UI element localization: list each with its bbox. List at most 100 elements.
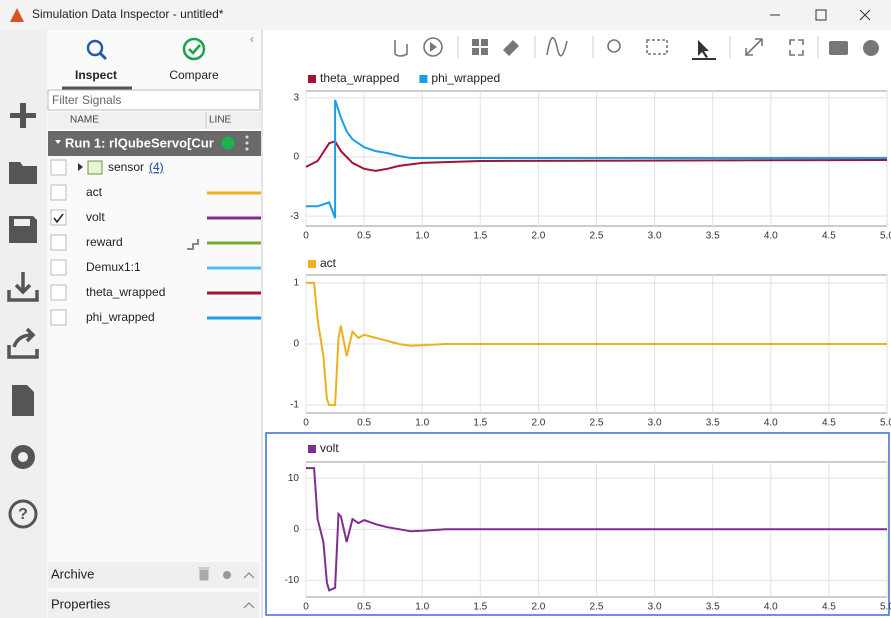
layout-tool[interactable] — [472, 39, 488, 55]
compare-check — [188, 44, 201, 55]
x-tick-label: 0.5 — [357, 231, 371, 242]
y-tick-label: 10 — [288, 473, 300, 484]
pan-tool[interactable] — [394, 40, 408, 57]
filter-box[interactable] — [47, 89, 261, 111]
import-button[interactable] — [7, 272, 39, 302]
x-tick-label: 3.0 — [648, 231, 662, 242]
cursor-tool[interactable] — [546, 37, 568, 57]
x-tick-label: 4.5 — [822, 231, 836, 242]
y-tick-label: -3 — [290, 211, 299, 222]
snapshot-tool[interactable] — [829, 41, 848, 55]
y-tick-label: 0 — [293, 524, 299, 535]
signal-checkbox[interactable] — [50, 234, 67, 251]
select-tool[interactable] — [698, 40, 709, 58]
x-tick-label: 0 — [303, 231, 309, 242]
series-line — [305, 140, 888, 172]
inspect-icon — [86, 39, 104, 57]
signal-checkbox[interactable] — [50, 209, 67, 226]
signal-checkbox[interactable] — [50, 309, 67, 326]
name-column: NAME — [70, 115, 99, 126]
toolbar — [394, 36, 879, 60]
open-button[interactable] — [9, 162, 37, 184]
x-tick-label: 4.0 — [764, 602, 778, 613]
column-header — [48, 112, 261, 129]
x-tick-label: 2.5 — [590, 602, 604, 613]
fit-tool[interactable] — [745, 38, 763, 56]
filter-placeholder: Filter Signals — [52, 93, 121, 107]
group-expander — [78, 163, 83, 171]
report-button[interactable] — [12, 385, 34, 416]
x-tick-label: 1.0 — [415, 418, 429, 429]
legend-swatch — [419, 75, 428, 83]
x-tick-label: 5.0 — [880, 418, 891, 429]
x-tick-label: 1.5 — [473, 418, 487, 429]
run-expander — [55, 140, 61, 144]
legend-label: act — [320, 256, 337, 270]
series-line — [306, 99, 887, 219]
signal-name[interactable]: Demux1:1 — [86, 260, 141, 274]
line-column: LINE — [209, 115, 232, 126]
archive-delete[interactable] — [198, 567, 210, 581]
group-count[interactable]: (4) — [149, 160, 164, 174]
x-tick-label: 0 — [303, 602, 309, 613]
properties-label[interactable]: Properties — [51, 596, 111, 611]
title-bar — [0, 0, 891, 30]
x-tick-label: 3.5 — [706, 602, 720, 613]
inspect-icon-handle — [98, 51, 108, 61]
compare-tab[interactable]: Compare — [169, 68, 219, 82]
collapse-button[interactable]: ‹ — [250, 32, 254, 46]
maximize-button[interactable] — [815, 9, 827, 21]
selected-plot-border — [265, 432, 890, 616]
x-tick-label: 1.0 — [415, 231, 429, 242]
legend-label: theta_wrapped — [320, 71, 399, 85]
group-name[interactable]: sensor — [108, 160, 144, 174]
signal-name[interactable]: theta_wrapped — [86, 285, 165, 299]
replay-tool[interactable] — [423, 37, 443, 57]
check-mark — [53, 213, 64, 224]
help-button[interactable] — [8, 499, 38, 529]
group-checkbox[interactable] — [50, 159, 67, 176]
zoom-box-tool[interactable] — [646, 39, 668, 55]
legend-label: volt — [320, 441, 339, 455]
zoom-tool[interactable] — [607, 39, 621, 53]
save-button[interactable] — [9, 216, 37, 243]
clear-tool[interactable] — [503, 40, 519, 56]
plot-settings[interactable] — [863, 40, 879, 56]
signal-checkbox[interactable] — [50, 284, 67, 301]
signal-checkbox[interactable] — [50, 259, 67, 276]
archive-label[interactable]: Archive — [51, 566, 94, 581]
signal-name[interactable]: reward — [86, 235, 123, 249]
signal-name[interactable]: volt — [86, 210, 105, 224]
legend-label: phi_wrapped — [431, 71, 500, 85]
archive-settings[interactable] — [223, 571, 231, 579]
compare-icon — [182, 37, 206, 61]
x-tick-label: 2.0 — [531, 418, 545, 429]
app-icon — [10, 8, 24, 22]
signal-rows: act volt reward Demux1:1 theta_wrapped phi_wr… — [50, 184, 261, 326]
signal-name[interactable]: phi_wrapped — [86, 310, 155, 324]
legend-swatch — [308, 260, 316, 268]
x-tick-label: 2.5 — [590, 231, 604, 242]
archive-collapse[interactable] — [243, 572, 255, 579]
y-tick-label: 0 — [293, 339, 299, 350]
properties-collapse[interactable] — [243, 602, 255, 609]
export-button[interactable] — [7, 327, 39, 359]
x-tick-label: 0.5 — [357, 602, 371, 613]
x-tick-label: 5.0 — [880, 231, 891, 242]
new-button[interactable] — [10, 103, 36, 128]
plot-area: 0 0.5 1.0 1.5 2.0 2.5 3.0 3.5 4.0 4.5 5.0 3 0 -3 theta… — [285, 71, 891, 612]
close-button[interactable] — [859, 9, 871, 21]
x-tick-label: 0.5 — [357, 418, 371, 429]
y-tick-label: 0 — [293, 152, 299, 163]
inspect-tab[interactable]: Inspect — [75, 68, 117, 82]
fullscreen-tool[interactable] — [789, 39, 804, 56]
signal-name[interactable]: act — [86, 185, 103, 199]
properties-header — [48, 592, 259, 618]
signal-checkbox[interactable] — [50, 184, 67, 201]
x-tick-label: 3.0 — [648, 418, 662, 429]
run-label-clip: Run 1: rlQubeServo[Curre — [65, 135, 214, 150]
window-title: Simulation Data Inspector - untitled* — [32, 7, 224, 21]
y-tick-label: -10 — [285, 575, 300, 586]
